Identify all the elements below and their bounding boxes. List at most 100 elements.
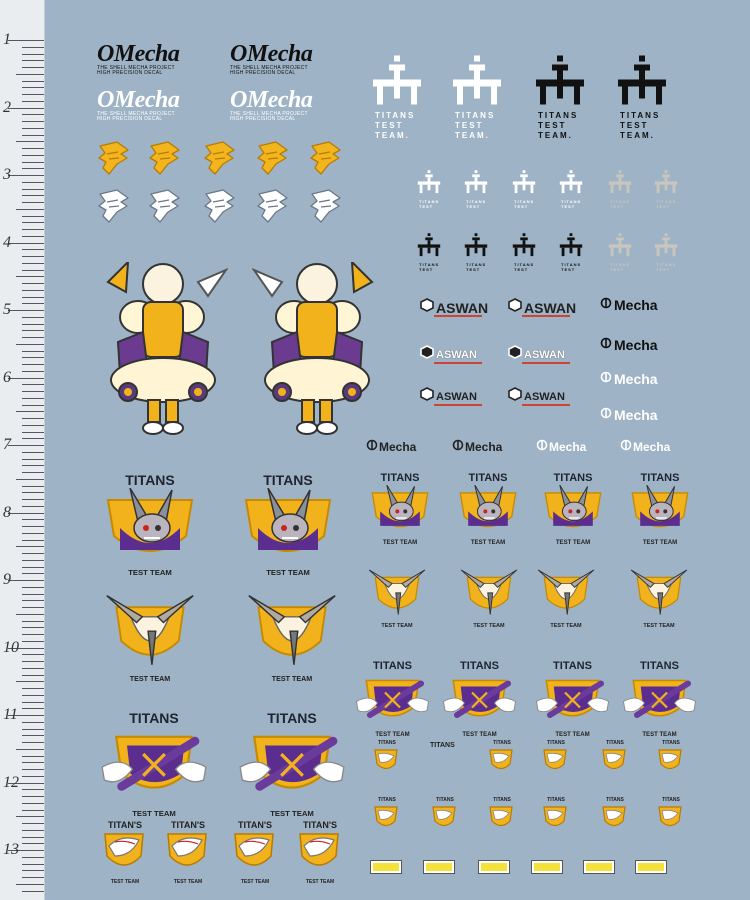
titans-variant-emblem: TITAN'S TEST TEAM <box>231 820 279 885</box>
mecha-logo: Mecha <box>536 438 586 456</box>
warning-plate <box>478 860 510 874</box>
ruler-tick <box>8 783 44 784</box>
aswan-underline <box>434 315 482 317</box>
titans-wording: TITANS TEST <box>606 199 636 209</box>
ruler-number: 6 <box>3 368 11 386</box>
titans-word: TITANS <box>455 111 496 120</box>
ruler-tick <box>22 830 44 831</box>
titans-wording: TITANS TEST <box>652 262 682 272</box>
circle-logo-icon <box>366 438 378 456</box>
gun-shield-emblem: TITANS TEST TEAM <box>100 710 208 818</box>
ruler-tick <box>22 837 44 838</box>
ruler-tick <box>22 330 44 331</box>
ruler-tick <box>8 445 44 446</box>
ruler-tick <box>22 654 44 655</box>
ruler-tick <box>22 189 44 190</box>
mecha-text: Mecha <box>549 440 587 454</box>
ruler-tick <box>22 303 44 304</box>
rabbit-shield-icon <box>367 484 433 540</box>
mini-bird-shield-icon <box>430 803 460 836</box>
bird-shield-emblem: TEST TEAM <box>458 565 520 629</box>
titans-logo-large: TITANS TEST TEAM. <box>447 55 509 141</box>
ruler-tick <box>22 486 44 487</box>
omecha-fine-text: HIGH PRECISION DECAL <box>97 116 163 122</box>
titans-wording: TITANS TEST TEAM. <box>367 111 429 141</box>
circle-logo-icon <box>452 438 464 456</box>
gold-bird-emblem-icon <box>148 140 182 181</box>
aswan-underline <box>434 404 482 406</box>
titans-test: TEST <box>375 121 404 130</box>
titans-word: TITANS <box>514 198 535 204</box>
bird-shield-icon <box>535 565 597 623</box>
ruler-tick <box>22 560 44 561</box>
titans-mini-word: TITANS <box>430 742 455 749</box>
titans-logo-small: TITANS TEST <box>462 233 492 272</box>
omecha-fine-text: THE SHELL MECHA PROJECT <box>97 65 175 71</box>
aswan-text: ASWAN <box>436 390 477 403</box>
ruler-tick <box>22 162 44 163</box>
bird-shield-icon <box>628 565 690 623</box>
ruler-tick <box>22 688 44 689</box>
aswan-logo: ASWAN <box>420 387 477 406</box>
titans-glyph-icon <box>510 233 540 262</box>
circle-logo-icon <box>536 438 548 456</box>
rabbit-shield-icon <box>238 487 338 568</box>
mecha-logo: Mecha <box>600 336 658 354</box>
mecha-logo: Mecha <box>600 406 658 424</box>
titans-logo-small: TITANS TEST <box>415 170 445 209</box>
hexagon-icon <box>508 345 522 364</box>
bird-shield-emblem: TEST TEAM <box>535 565 597 629</box>
ruler-tick <box>22 432 44 433</box>
mecha-logo: Mecha <box>366 438 416 456</box>
ruler-number: 3 <box>3 166 11 183</box>
ruler-tick <box>22 843 44 844</box>
ruler-tick <box>8 715 44 716</box>
ruler-number: 4 <box>3 233 11 251</box>
omecha-fine-text: HIGH PRECISION DECAL <box>230 70 296 76</box>
ruler-tick <box>22 452 44 453</box>
white-bird-emblem-icon <box>256 188 290 229</box>
titans-logo-large: TITANS TEST TEAM. <box>612 55 674 141</box>
hexagon-icon <box>420 387 434 406</box>
ruler-tick <box>16 546 44 547</box>
test-team-caption: TEST TEAM <box>173 879 203 885</box>
ruler-tick <box>22 81 44 82</box>
titans-glyph-icon <box>557 233 587 262</box>
gun-shield-icon <box>442 673 517 732</box>
omecha-fine-text: THE SHELL MECHA PROJECT <box>230 65 308 71</box>
titans-test: TEST <box>656 203 671 209</box>
omecha-fine-text: HIGH PRECISION DECAL <box>230 116 296 122</box>
titans-logo-small: TITANS TEST <box>557 233 587 272</box>
mini-bird-shield-icon <box>656 746 686 779</box>
titans-word: TITANS <box>466 198 487 204</box>
ruler-tick <box>22 762 44 763</box>
ruler-tick <box>16 411 44 412</box>
titans-mini-word: TITANS <box>436 797 454 803</box>
mini-badge: TITANS <box>656 740 686 779</box>
titans-word: TITANS <box>419 198 440 204</box>
ruler-tick <box>22 587 44 588</box>
test-team-caption: TEST TEAM <box>643 622 675 629</box>
ruler-tick <box>22 94 44 95</box>
gun-shield-icon <box>238 726 346 809</box>
ruler-tick <box>22 290 44 291</box>
mecha-text: Mecha <box>379 440 417 454</box>
aswan-underline <box>522 315 570 317</box>
test-team-caption: TEST TEAM <box>382 539 418 546</box>
aswan-text: ASWAN <box>524 348 565 361</box>
warning-plate <box>531 860 563 874</box>
hexagon-icon <box>420 298 434 317</box>
titans-title: TITANS <box>263 472 313 488</box>
titans-logo-small: TITANS TEST <box>415 233 445 272</box>
gun-shield-icon <box>622 673 697 732</box>
aswan-underline <box>434 362 482 364</box>
titans-mini-word: TITANS <box>662 797 680 803</box>
mascot-figure-icon <box>98 259 229 442</box>
titans-wording: TITANS TEST <box>415 199 445 209</box>
titans-logo-small: TITANS TEST <box>462 170 492 209</box>
aswan-underline <box>522 404 570 406</box>
ruler-tick <box>22 472 44 473</box>
titans-logo-large: TITANS TEST TEAM. <box>530 55 592 141</box>
ruler: 1 2 3 4 5 6 7 8 9 10 11 12 13 <box>0 0 45 900</box>
mini-bird-shield-icon <box>372 746 402 779</box>
